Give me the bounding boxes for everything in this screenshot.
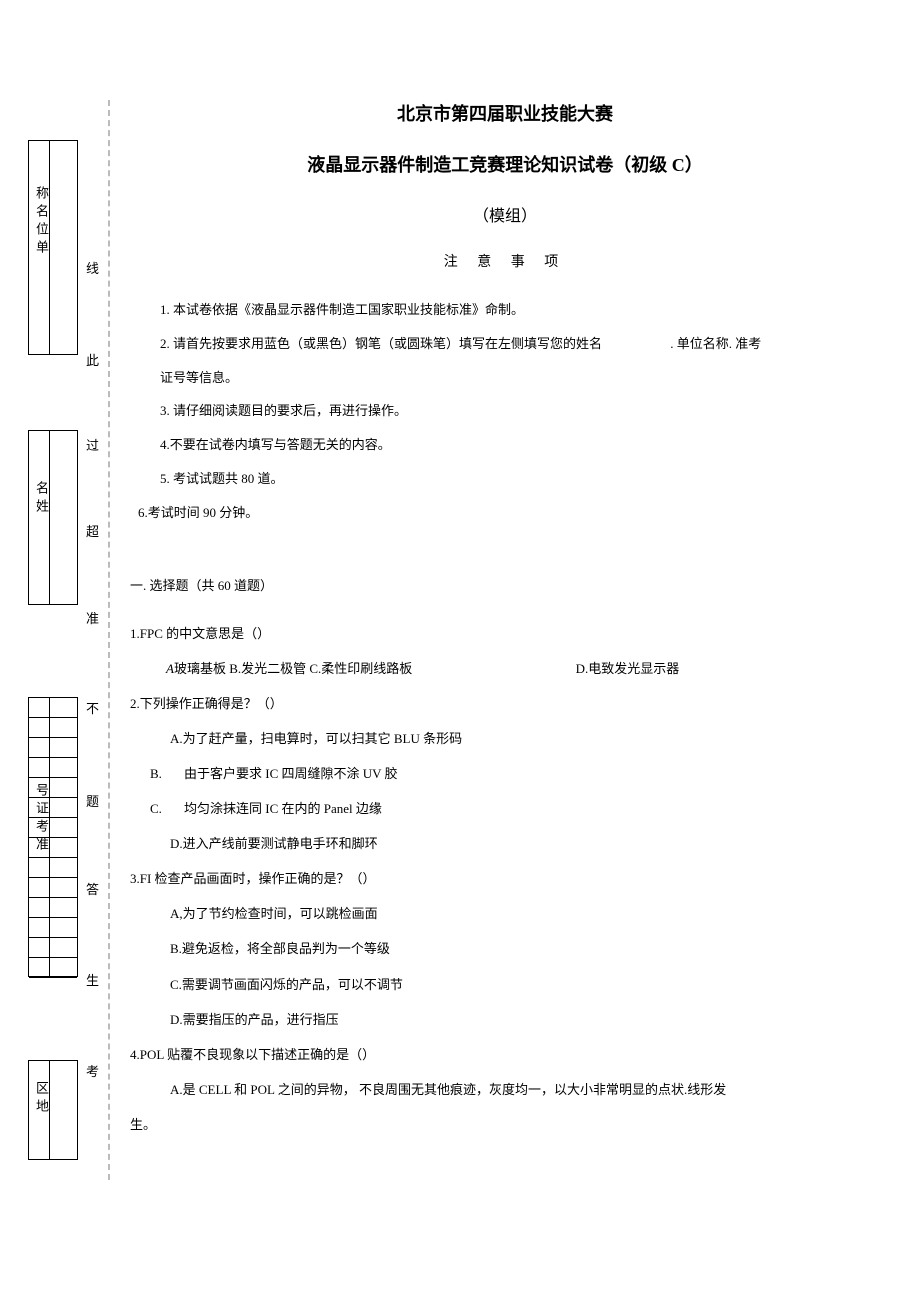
notice-6: 6.考试时间 90 分钟。 (130, 496, 880, 530)
notice-2a: 2. 请首先按要求用蓝色（或黑色）钢笔（或圆珠笔）填写在左侧填写您的姓名 . 单… (130, 327, 880, 361)
q3-a: A,为了节约检查时间，可以跳检画面 (130, 896, 880, 931)
q2-c-text: 均匀涂抹连同 IC 在内的 Panel 边缘 (184, 801, 382, 816)
margin-char: 准 (86, 605, 99, 630)
q2-d: D.进入产线前要测试静电手环和脚环 (130, 826, 880, 861)
q1-d: D.电致发光显示器 (576, 651, 680, 686)
q2-c-label: C. (150, 791, 184, 826)
exam-id-box: 号证考准 (28, 697, 78, 977)
q3-d: D.需要指压的产品，进行指压 (130, 1002, 880, 1037)
notice-header: 注 意 事 项 (130, 251, 880, 271)
fold-line (108, 100, 110, 1180)
section-1-header: 一. 选择题（共 60 道题） (130, 575, 880, 594)
notice-5: 5. 考试试题共 80 道。 (130, 462, 880, 496)
main-content: 北京市第四届职业技能大赛 液晶显示器件制造工竞赛理论知识试卷（初级 C） （模组… (130, 100, 880, 1142)
q2-c: C.均匀涂抹连同 IC 在内的 Panel 边缘 (130, 791, 880, 826)
q2: 2.下列操作正确得是？（） (130, 686, 880, 721)
name-box: 名姓 (28, 430, 78, 605)
title-sub: 液晶显示器件制造工竞赛理论知识试卷（初级 C） (130, 151, 880, 177)
title-sub2: （模组） (130, 202, 880, 226)
margin-char: 题 (86, 788, 99, 813)
notice-1: 1. 本试卷依据《液晶显示器件制造工国家职业技能标准》命制。 (130, 293, 880, 327)
name-label: 名姓 (32, 481, 51, 517)
q2-b-text: 由于客户要求 IC 四周缝隙不涂 UV 胶 (184, 766, 398, 781)
q3-c: C.需要调节画面闪烁的产品，可以不调节 (130, 967, 880, 1002)
notice-3: 3. 请仔细阅读题目的要求后，再进行操作。 (130, 394, 880, 428)
q4: 4.POL 贴覆不良现象以下描述正确的是（） (130, 1037, 880, 1072)
notice-4: 4.不要在试卷内填写与答题无关的内容。 (130, 428, 880, 462)
region-box: 区地 (28, 1060, 78, 1160)
margin-char: 答 (86, 876, 99, 901)
q2-b: B.由于客户要求 IC 四周缝隙不涂 UV 胶 (130, 756, 880, 791)
q3: 3.FI 检查产品画面时，操作正确的是？（） (130, 861, 880, 896)
name-unit-label: 称名位单 (32, 186, 51, 258)
margin-char: 不 (86, 695, 99, 720)
exam-id-label: 号证考准 (32, 783, 51, 855)
title-main: 北京市第四届职业技能大赛 (130, 100, 880, 126)
region-label: 区地 (32, 1081, 51, 1117)
margin-char: 过 (86, 432, 99, 457)
q1-options: A玻璃基板 B.发光二极管 C.柔性印刷线路板 D.电致发光显示器 (130, 651, 880, 686)
q3-b: B.避免返检，将全部良品判为一个等级 (130, 931, 880, 966)
q2-a: A.为了赶产量，扫电算时，可以扫其它 BLU 条形码 (130, 721, 880, 756)
q1-c: C.柔性印刷线路板 (309, 661, 412, 676)
q4-a2: 生。 (130, 1107, 880, 1142)
name-unit-box: 称名位单 (28, 140, 78, 355)
q1-b: B.发光二极管 (229, 661, 309, 676)
margin-char: 生 (86, 967, 99, 992)
margin-char: 此 (86, 347, 99, 372)
margin-char: 考 (86, 1058, 99, 1083)
q1-a: 玻璃基板 (174, 661, 229, 676)
notice-2c: 证号等信息。 (130, 361, 880, 395)
q1-a-label: A (166, 661, 174, 676)
margin-char: 超 (86, 518, 99, 543)
q1: 1.FPC 的中文意思是（） (130, 616, 880, 651)
notice-2a-text: 2. 请首先按要求用蓝色（或黑色）钢笔（或圆珠笔）填写在左侧填写您的姓名 (160, 336, 602, 351)
notice-2b-text: . 单位名称. 准考 (670, 327, 761, 361)
margin-char: 线 (86, 255, 99, 280)
q4-a: A.是 CELL 和 POL 之间的异物， 不良周围无其他痕迹，灰度均一，以大小… (130, 1072, 880, 1107)
q2-b-label: B. (150, 756, 184, 791)
